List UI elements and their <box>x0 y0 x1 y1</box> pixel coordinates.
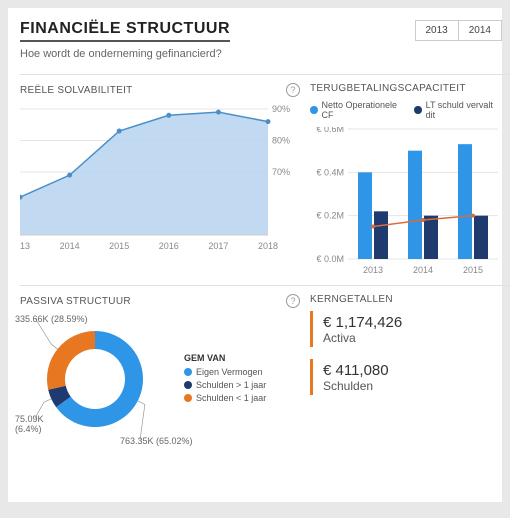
kpi-title: KERNGETALLEN <box>310 294 393 305</box>
svg-text:2013: 2013 <box>363 265 383 275</box>
legend-item: Netto Operationele CF <box>310 100 406 120</box>
kpi-value: € 411,080 <box>323 362 389 379</box>
svg-text:€ 0.2M: € 0.2M <box>316 211 344 221</box>
help-icon[interactable]: ? <box>286 294 300 308</box>
repayment-chart: € 0.0M € 0.2M € 0.4M € 0.6M 2013 2014 2015 <box>310 127 500 277</box>
repayment-panel: TERUGBETALINGSCAPACITEIT Netto Operation… <box>310 74 510 285</box>
kpi-item: € 411,080Schulden <box>310 359 500 395</box>
solvency-panel: REËLE SOLVABILITEIT ? 70% 80% 90% 2013 2014 2… <box>20 74 310 285</box>
svg-text:80%: 80% <box>272 136 290 146</box>
svg-text:2015: 2015 <box>109 241 129 251</box>
legend-item: Schulden < 1 jaar <box>184 393 266 403</box>
tab-2014[interactable]: 2014 <box>459 21 501 40</box>
repayment-title: TERUGBETALINGSCAPACITEIT <box>310 83 466 94</box>
svg-text:€ 0.4M: € 0.4M <box>316 167 344 177</box>
svg-text:€ 0.0M: € 0.0M <box>316 254 344 264</box>
legend-item: Eigen Vermogen <box>184 367 266 377</box>
kpi-label: Activa <box>323 331 402 345</box>
donut-label: 75.09K(6.4%) <box>15 414 44 434</box>
svg-text:2016: 2016 <box>159 241 179 251</box>
solvency-title: REËLE SOLVABILITEIT <box>20 85 133 96</box>
passiva-title: PASSIVA STRUCTUUR <box>20 296 131 307</box>
legend-item: Schulden > 1 jaar <box>184 380 266 390</box>
repayment-legend: Netto Operationele CF LT schuld vervalt d… <box>310 100 500 123</box>
year-tabs: 2013 2014 <box>415 20 503 41</box>
kpi-panel: KERNGETALLEN € 1,174,426Activa € 411,080S… <box>310 285 510 452</box>
solvency-chart: 70% 80% 90% 2013 2014 2015 2016 2017 2018 <box>20 103 300 253</box>
passiva-legend: GEM VAN Eigen Vermogen Schulden > 1 jaar S… <box>184 353 266 406</box>
kpi-item: € 1,174,426Activa <box>310 311 500 347</box>
kpi-value: € 1,174,426 <box>323 314 402 331</box>
svg-text:2017: 2017 <box>208 241 228 251</box>
svg-text:2013: 2013 <box>20 241 30 251</box>
kpi-label: Schulden <box>323 379 389 393</box>
dashboard-container: FINANCIËLE STRUCTUUR Hoe wordt de ondern… <box>8 8 502 502</box>
svg-text:2014: 2014 <box>60 241 80 251</box>
donut-label: 763.35K (65.02%) <box>120 436 193 446</box>
svg-text:70%: 70% <box>272 167 290 177</box>
donut-label: 335.66K (28.59%) <box>15 314 88 324</box>
svg-text:2015: 2015 <box>463 265 483 275</box>
passiva-chart: 763.35K (65.02%)75.09K(6.4%)335.66K (28.… <box>20 314 300 444</box>
help-icon[interactable]: ? <box>286 83 300 97</box>
tab-2013[interactable]: 2013 <box>416 21 459 40</box>
page-subtitle: Hoe wordt de onderneming gefinancierd? <box>20 48 415 60</box>
header: FINANCIËLE STRUCTUUR Hoe wordt de ondern… <box>20 20 502 60</box>
svg-text:90%: 90% <box>272 104 290 114</box>
svg-text:2018: 2018 <box>258 241 278 251</box>
legend-title: GEM VAN <box>184 353 266 363</box>
svg-text:€ 0.6M: € 0.6M <box>316 127 344 134</box>
legend-item: LT schuld vervalt dit <box>414 100 500 120</box>
page-title: FINANCIËLE STRUCTUUR <box>20 20 230 42</box>
passiva-panel: PASSIVA STRUCTUUR ? 763.35K (65.02%)75.0… <box>20 285 310 452</box>
svg-text:2014: 2014 <box>413 265 433 275</box>
